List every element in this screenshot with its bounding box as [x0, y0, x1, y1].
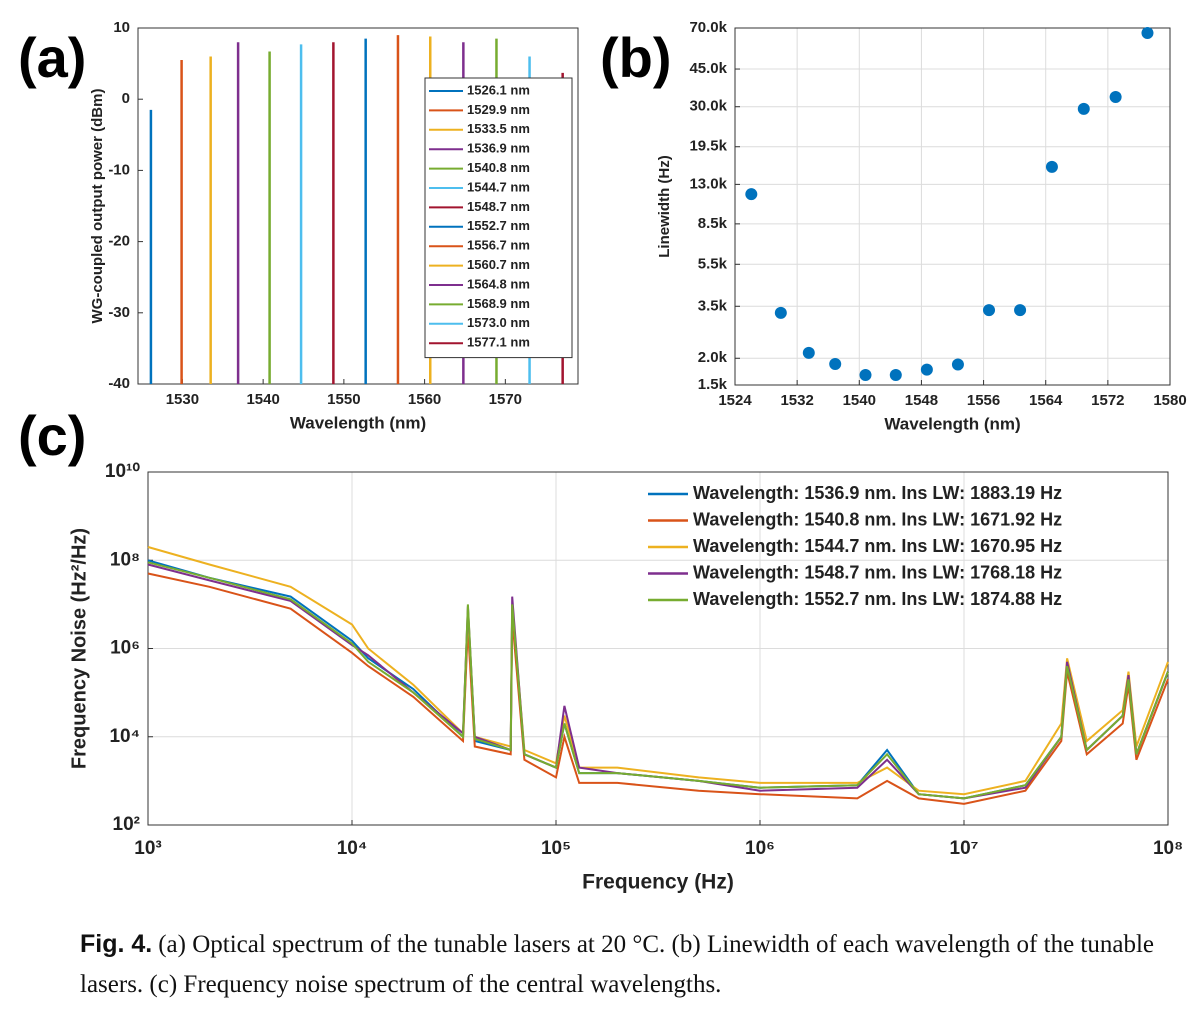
x-tick-label: 10⁸ — [1153, 838, 1183, 859]
caption: Fig. 4. (a) Optical spectrum of the tunab… — [80, 924, 1160, 1005]
panel-label: (a) — [18, 26, 86, 89]
data-point — [829, 358, 842, 371]
y-axis-title: Linewidth (Hz) — [656, 155, 673, 257]
legend-label: 1548.7 nm — [467, 199, 530, 214]
x-axis-title: Wavelength (nm) — [884, 414, 1020, 433]
y-axis-title: Frequency Noise (Hz²/Hz) — [68, 528, 90, 769]
x-tick-label: 1572 — [1091, 392, 1124, 409]
legend-label: 1577.1 nm — [467, 335, 530, 350]
panel-label: (b) — [600, 26, 672, 89]
legend-label: 1544.7 nm — [467, 179, 530, 194]
x-tick-label: 1564 — [1029, 392, 1063, 409]
y-tick-label: 10⁴ — [109, 726, 140, 747]
x-tick-label: 10⁷ — [950, 838, 979, 859]
y-tick-label: 0 — [122, 90, 130, 107]
y-tick-label: 19.5k — [689, 138, 727, 155]
panel-label: (c) — [18, 404, 86, 467]
legend-label: 1568.9 nm — [467, 296, 530, 311]
x-tick-label: 10⁴ — [337, 838, 368, 859]
x-axis-title: Wavelength (nm) — [290, 413, 426, 432]
legend-label: Wavelength: 1548.7 nm. Ins LW: 1768.18 H… — [693, 562, 1062, 582]
legend-label: Wavelength: 1540.8 nm. Ins LW: 1671.92 H… — [693, 509, 1062, 529]
data-point — [983, 304, 996, 317]
x-tick-label: 1530 — [166, 391, 199, 408]
x-tick-label: 1540 — [843, 392, 876, 409]
plot-frame — [147, 471, 1169, 826]
y-tick-label: 3.5k — [698, 297, 728, 314]
legend-label: 1529.9 nm — [467, 102, 530, 117]
legend-label: 1540.8 nm — [467, 160, 530, 175]
data-point — [1141, 27, 1154, 40]
data-point — [1014, 304, 1027, 317]
x-tick-label: 1540 — [246, 391, 279, 408]
y-tick-label: 10 — [113, 19, 130, 36]
data-point — [1109, 91, 1122, 104]
legend-label: 1564.8 nm — [467, 276, 530, 291]
x-tick-label: 1560 — [408, 391, 441, 408]
data-point — [1045, 160, 1058, 173]
legend-label: 1556.7 nm — [467, 238, 530, 253]
plot-area — [735, 28, 1170, 385]
plot-frame — [137, 27, 579, 385]
x-tick-label: 1532 — [780, 392, 813, 409]
plot-frame — [734, 27, 1171, 386]
data-point — [774, 306, 787, 319]
legend-label: 1560.7 nm — [467, 257, 530, 272]
noise-line — [147, 561, 1169, 800]
y-tick-label: 10⁸ — [110, 549, 140, 570]
x-tick-label: 1580 — [1153, 392, 1186, 409]
legend-box — [424, 77, 573, 359]
figure: 1530 1540 1550 1560 1570 -40 -30 -20 -10 0 10 (a) Wa… — [18, 19, 1187, 894]
y-tick-label: -10 — [108, 161, 130, 178]
y-axis-title: WG-coupled output power (dBm) — [89, 89, 106, 324]
data-point — [1077, 102, 1090, 115]
data-point — [951, 358, 964, 371]
legend-label: 1573.0 nm — [467, 315, 530, 330]
noise-line — [147, 572, 1169, 805]
data-point — [802, 346, 815, 359]
y-tick-label: 8.5k — [698, 215, 728, 232]
x-tick-label: 1556 — [967, 392, 1000, 409]
y-tick-label: 13.0k — [689, 175, 727, 192]
x-tick-label: 1548 — [905, 392, 938, 409]
x-tick-label: 1524 — [718, 392, 752, 409]
data-point — [920, 363, 933, 376]
legend-label: Wavelength: 1552.7 nm. Ins LW: 1874.88 H… — [693, 589, 1062, 609]
data-point — [745, 188, 758, 201]
y-tick-label: 70.0k — [689, 19, 727, 36]
y-tick-label: -20 — [108, 233, 130, 250]
y-tick-label: 1.5k — [698, 376, 728, 393]
legend-label: Wavelength: 1536.9 nm. Ins LW: 1883.19 H… — [693, 483, 1062, 503]
y-tick-label: 10⁶ — [110, 638, 140, 659]
y-tick-label: 10¹⁰ — [105, 461, 140, 482]
legend-label: 1536.9 nm — [467, 141, 530, 156]
caption-label: Fig. 4. — [80, 930, 153, 958]
y-tick-label: 5.5k — [698, 255, 728, 272]
y-tick-label: 30.0k — [689, 98, 727, 115]
x-tick-label: 10⁶ — [745, 838, 775, 859]
data-point — [859, 369, 872, 382]
y-tick-label: -40 — [108, 375, 130, 392]
x-tick-label: 10³ — [134, 838, 161, 859]
x-axis-title: Frequency (Hz) — [582, 871, 734, 894]
x-tick-label: 1550 — [327, 391, 360, 408]
legend-label: Wavelength: 1544.7 nm. Ins LW: 1670.95 H… — [693, 536, 1062, 556]
data-point — [889, 369, 902, 382]
x-tick-label: 1570 — [489, 391, 522, 408]
caption-text: (a) Optical spectrum of the tunable lase… — [80, 931, 1154, 998]
legend-label: 1533.5 nm — [467, 121, 530, 136]
y-tick-label: 10² — [113, 814, 140, 835]
y-tick-label: -30 — [108, 304, 130, 321]
legend-label: 1526.1 nm — [467, 82, 530, 97]
y-tick-label: 45.0k — [689, 60, 727, 77]
y-tick-label: 2.0k — [698, 349, 728, 366]
x-tick-label: 10⁵ — [541, 838, 571, 859]
legend-label: 1552.7 nm — [467, 218, 530, 233]
